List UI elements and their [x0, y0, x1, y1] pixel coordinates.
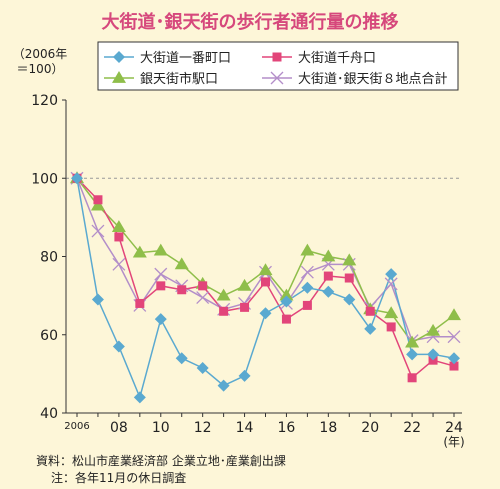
data-point — [177, 285, 187, 295]
data-point — [281, 314, 291, 324]
data-point — [114, 232, 124, 242]
data-point — [219, 306, 229, 316]
x-tick-label: 16 — [278, 420, 296, 436]
y-tick-label: 80 — [40, 250, 58, 266]
survey-note: 注：各年11月の休日調査 — [51, 470, 186, 485]
plot-area: 40 60 80 100 120 2006 08 10 12 14 16 18 20 22 24 — [31, 93, 463, 436]
legend-marker — [112, 71, 126, 83]
data-point — [321, 249, 336, 262]
x-tick-label: 12 — [194, 420, 212, 436]
y-tick-label: 120 — [31, 93, 58, 109]
data-point — [365, 306, 375, 316]
data-point — [154, 267, 168, 281]
axes — [65, 100, 462, 414]
data-point — [111, 220, 126, 233]
data-point — [132, 245, 147, 258]
data-point — [135, 298, 145, 308]
data-point — [261, 277, 270, 287]
data-point — [91, 224, 105, 238]
data-point — [217, 379, 230, 392]
data-point — [174, 257, 189, 270]
legend-box — [97, 41, 459, 91]
data-point — [384, 306, 399, 319]
data-point — [238, 369, 251, 382]
data-point — [323, 271, 333, 281]
data-point — [385, 268, 398, 281]
y-axis-label: （2006年＝100） — [13, 47, 68, 76]
data-point — [301, 281, 314, 294]
data-point — [322, 285, 335, 298]
data-point — [90, 198, 105, 211]
data-point — [196, 291, 210, 305]
series-line — [76, 178, 455, 400]
data-point — [449, 361, 459, 371]
data-point — [91, 293, 104, 306]
legend-label: 大街道一番町口 — [140, 51, 231, 66]
data-point — [216, 288, 231, 301]
data-point — [133, 391, 146, 404]
data-point — [280, 295, 293, 308]
data-point — [427, 348, 440, 361]
data-point — [112, 257, 126, 271]
data-point — [156, 281, 166, 291]
data-point — [300, 243, 315, 256]
x-ticks: 2006 08 10 12 14 16 18 20 22 24 — [64, 413, 463, 436]
data-point — [258, 263, 273, 276]
legend-marker — [113, 51, 125, 63]
data-point — [344, 273, 354, 283]
data-point — [405, 335, 420, 348]
data-point — [279, 288, 294, 301]
source-note: 資料：松山市産業経済部 企業立地･産業創出課 — [36, 453, 286, 468]
y-tick-label: 100 — [31, 171, 58, 187]
data-point — [196, 362, 209, 375]
data-point — [93, 195, 103, 205]
data-point — [302, 300, 312, 310]
data-point — [237, 278, 252, 291]
series-layer — [70, 171, 461, 404]
data-point — [343, 293, 356, 306]
data-point — [426, 323, 441, 336]
data-point — [407, 373, 417, 383]
y-tick-label: 40 — [40, 406, 58, 422]
data-point — [240, 302, 250, 312]
data-point — [112, 340, 125, 353]
x-tick-label: 22 — [403, 420, 421, 436]
x-tick-label: 20 — [361, 420, 379, 436]
x-tick-label: 2006 — [64, 421, 89, 432]
data-point — [384, 277, 398, 291]
data-point — [71, 172, 83, 185]
data-point — [154, 313, 167, 326]
chart-title: 大街道･銀天街の歩行者通行量の推移 — [102, 11, 399, 33]
data-point — [259, 307, 272, 320]
legend-label: 大街道千舟口 — [298, 51, 376, 66]
legend-label: 銀天街市駅口 — [140, 71, 218, 87]
data-point — [448, 352, 460, 365]
data-point — [300, 265, 314, 279]
y-ticks: 40 60 80 100 120 — [31, 93, 66, 422]
data-point — [447, 308, 461, 321]
data-point — [406, 348, 419, 361]
x-tick-label: 18 — [319, 420, 337, 436]
data-point — [386, 322, 396, 332]
x-tick-label: 14 — [236, 420, 254, 436]
x-axis-unit: (年) — [443, 435, 464, 449]
x-tick-label: 08 — [110, 420, 128, 436]
data-point — [447, 330, 461, 344]
data-point — [153, 243, 168, 256]
data-point — [364, 322, 377, 335]
data-point — [342, 253, 357, 266]
legend-marker — [270, 71, 284, 85]
legend-marker — [272, 52, 282, 62]
data-point — [175, 352, 188, 365]
x-tick-label: 10 — [152, 420, 170, 436]
y-tick-label: 60 — [40, 328, 58, 344]
x-tick-label: 24 — [445, 420, 463, 436]
legend-label: 大街道･銀天街８地点合計 — [298, 71, 448, 87]
data-point — [198, 281, 208, 291]
